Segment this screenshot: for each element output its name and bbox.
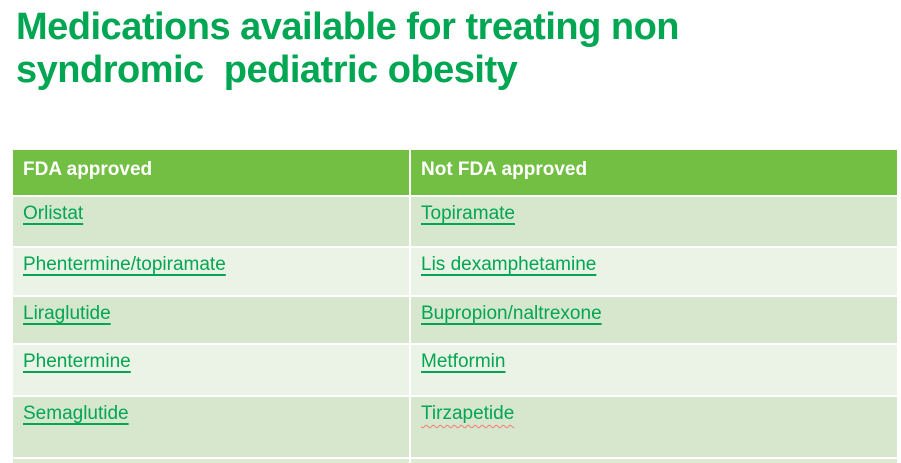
drug-link-orlistat[interactable]: Orlistat [23,203,84,224]
table-cell-phentermine: Phentermine [13,345,409,395]
table-cell-semaglutide: Semaglutide [13,397,409,457]
table-cell-liraglutide: Liraglutide [13,297,409,343]
drug-link-phentermine-topiramate[interactable]: Phentermine/topiramate [23,254,226,275]
drug-link-liraglutide[interactable]: Liraglutide [23,303,111,324]
table-cell-bupropion-naltrexone: Bupropion/naltrexone [411,297,897,343]
table-cell-lis-dexamphetamine: Lis dexamphetamine [411,248,897,295]
slide-title-line-2: syndromic pediatric obesity [16,48,518,91]
medications-table: FDA approved Not FDA approved Orlistat T… [13,150,897,463]
column-header-not-fda-approved: Not FDA approved [411,150,897,195]
drug-link-metformin[interactable]: Metformin [421,351,506,372]
table-cell-phentermine-topiramate: Phentermine/topiramate [13,248,409,295]
column-header-label: FDA approved [23,159,153,180]
drug-link-bupropion-naltrexone[interactable]: Bupropion/naltrexone [421,303,602,324]
drug-link-lis-dexamphetamine[interactable]: Lis dexamphetamine [421,254,597,275]
column-header-fda-approved: FDA approved [13,150,409,195]
slide-title-line-1: Medications available for treating non [16,6,680,48]
drug-link-phentermine[interactable]: Phentermine [23,351,131,372]
drug-text-tirzapetide: Tirzapetide [421,403,515,424]
partial-next-row-left [13,459,409,463]
partial-next-row-right [411,459,897,463]
slide-title: Medications available for treating non s… [16,6,888,92]
drug-link-topiramate[interactable]: Topiramate [421,203,515,224]
table-cell-topiramate: Topiramate [411,197,897,246]
table-cell-tirzapetide: Tirzapetide [411,397,897,457]
drug-link-semaglutide[interactable]: Semaglutide [23,403,129,424]
table-cell-orlistat: Orlistat [13,197,409,246]
column-header-label: Not FDA approved [421,159,588,180]
table-cell-metformin: Metformin [411,345,897,395]
